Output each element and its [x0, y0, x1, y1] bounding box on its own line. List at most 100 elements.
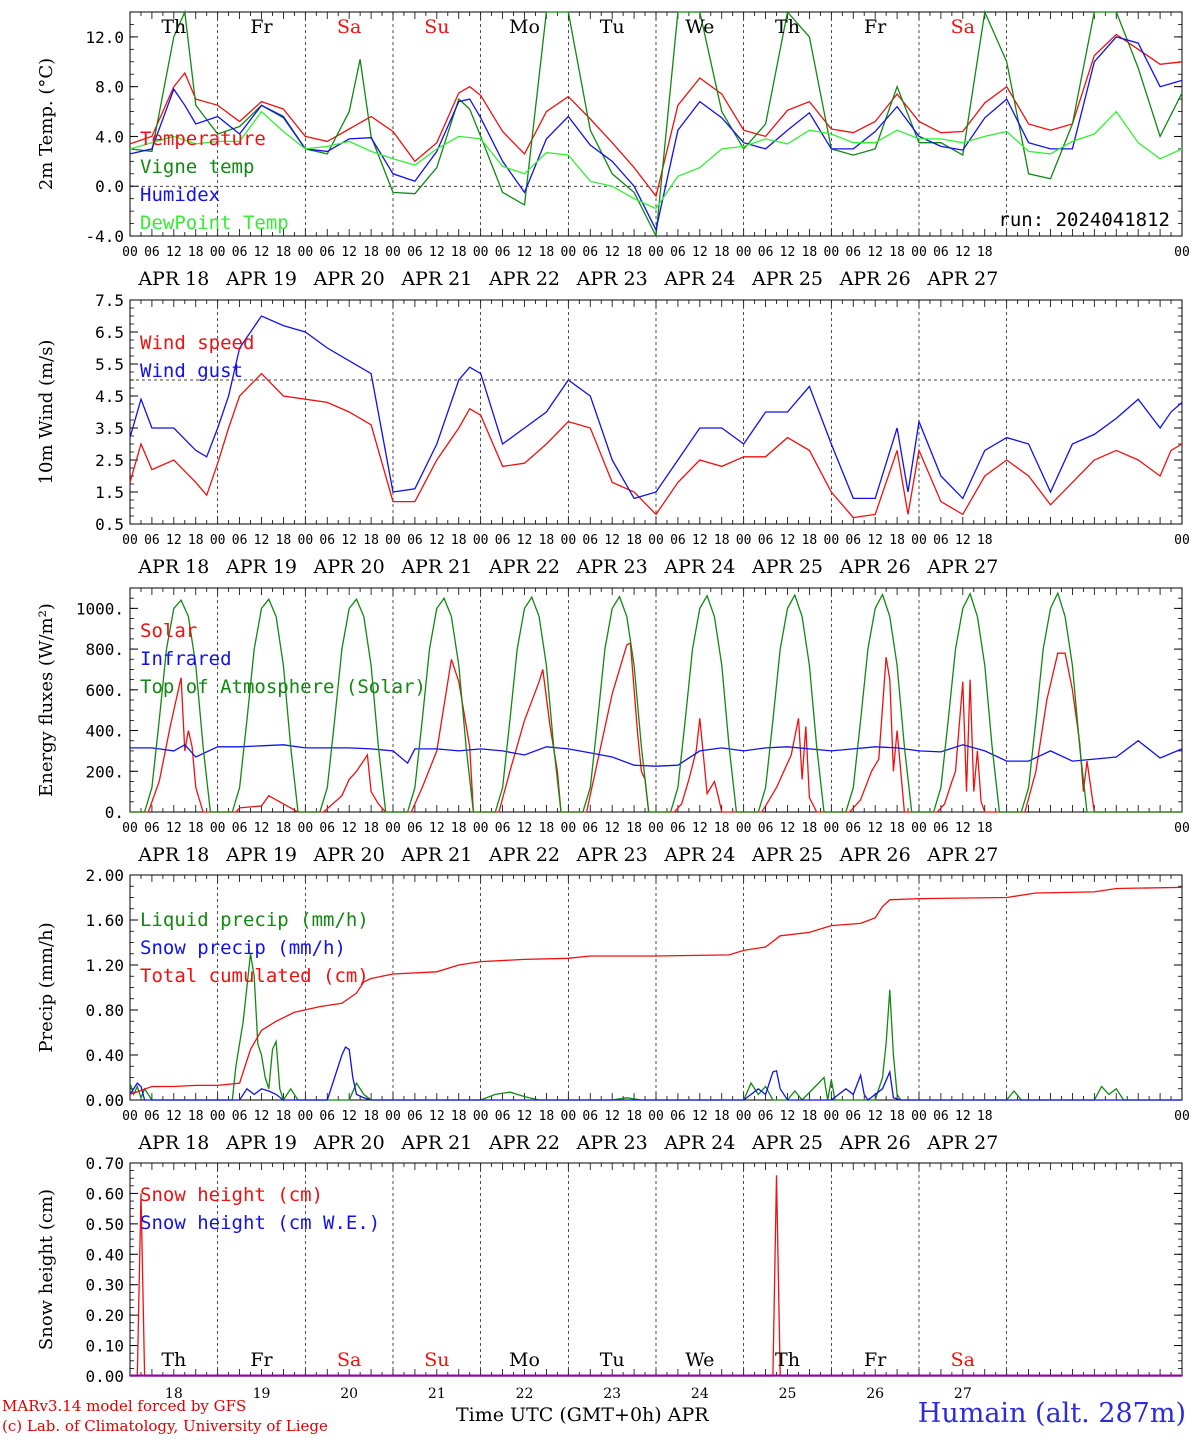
date-label: APR 21	[400, 844, 472, 866]
hour-label: 00	[473, 533, 489, 548]
plot-frame	[129, 299, 1183, 525]
hour-label: 18	[451, 533, 467, 548]
y-tick-label: 0.60	[85, 1184, 124, 1203]
date-label: APR 24	[663, 268, 735, 290]
weekday-label: Sa	[337, 1349, 361, 1371]
weekday-label: Th	[161, 1349, 186, 1371]
hour-label: 18	[363, 1109, 379, 1124]
hour-label: 06	[933, 1109, 949, 1124]
y-tick-label: 0.00	[85, 1367, 124, 1386]
hour-label: 12	[780, 1109, 796, 1124]
hour-label: 06	[758, 821, 774, 836]
hour-label: 06	[670, 533, 686, 548]
date-label: APR 22	[488, 268, 560, 290]
legend-entry: Snow precip (mm/h)	[140, 937, 346, 959]
legend-entry: DewPoint Temp	[140, 212, 289, 234]
hour-label: 12	[254, 1109, 270, 1124]
hour-label: 18	[363, 245, 379, 260]
y-tick-label: 6.5	[95, 323, 124, 342]
y-tick-label: 0.80	[85, 1001, 124, 1020]
date-label: APR 23	[576, 268, 648, 290]
hour-label: 00	[385, 1109, 401, 1124]
hour-label: 18	[276, 245, 292, 260]
date-label: APR 23	[576, 556, 648, 578]
legend-entry: Wind speed	[140, 332, 254, 354]
weekday-label: Fr	[250, 16, 273, 38]
y-tick-label: 0.30	[85, 1276, 124, 1295]
x-axis-title: Time UTC (GMT+0h) APR	[456, 1404, 709, 1426]
legend-entry: Snow height (cm)	[140, 1184, 323, 1206]
hour-label: 00	[122, 245, 138, 260]
hour-label: 12	[692, 821, 708, 836]
hour-label: 06	[582, 1109, 598, 1124]
y-axis-label: Snow height (cm)	[36, 1189, 57, 1350]
hour-label: 00	[122, 533, 138, 548]
y-tick-label: 0.40	[85, 1046, 124, 1065]
hour-label: 06	[670, 245, 686, 260]
y-tick-label: -4.0	[85, 227, 124, 246]
series-line-2-1	[129, 372, 1183, 519]
y-tick-label: 1000.	[76, 599, 124, 618]
hour-label: 00	[648, 1109, 664, 1124]
hour-label: 00	[648, 245, 664, 260]
hour-label: 00	[298, 1109, 314, 1124]
y-tick-label: 5.5	[95, 355, 124, 374]
date-label: APR 20	[313, 268, 385, 290]
y-tick-label: 0.20	[85, 1306, 124, 1325]
hour-label: 06	[582, 533, 598, 548]
hour-label: 06	[407, 245, 423, 260]
weekday-label: Fr	[864, 1349, 887, 1371]
weekday-label: Sa	[951, 1349, 975, 1371]
hour-label: 12	[254, 821, 270, 836]
series-line-1-4	[129, 110, 1183, 210]
model-credit: MARv3.14 model forced by GFS	[2, 1397, 247, 1415]
hour-label: 06	[232, 821, 248, 836]
hour-label: 18	[889, 533, 905, 548]
hour-label: 06	[845, 533, 861, 548]
date-label: APR 18	[137, 268, 209, 290]
y-tick-label: 0.10	[85, 1337, 124, 1356]
hour-label: 12	[604, 821, 620, 836]
hour-label: 12	[517, 245, 533, 260]
date-label: APR 18	[137, 1132, 209, 1154]
hour-label: 00	[824, 821, 840, 836]
hour-label: 06	[232, 533, 248, 548]
day-number: 24	[691, 1386, 709, 1402]
hour-label: 00	[736, 245, 752, 260]
date-label: APR 22	[488, 556, 560, 578]
hour-label: 12	[166, 245, 182, 260]
y-tick-label: 12.0	[85, 28, 124, 47]
x-axis-month: APR	[667, 1404, 709, 1426]
date-label: APR 22	[488, 1132, 560, 1154]
legend-entry: Humidex	[140, 184, 220, 206]
hour-label: 12	[867, 533, 883, 548]
hour-label: 06	[582, 821, 598, 836]
hour-label: 00	[561, 821, 577, 836]
date-label: APR 20	[313, 844, 385, 866]
hour-label: 06	[144, 821, 160, 836]
hour-label: 06	[232, 245, 248, 260]
y-tick-label: 0.	[105, 803, 124, 822]
hour-label: 18	[889, 1109, 905, 1124]
hour-label: 18	[714, 245, 730, 260]
hour-label: 18	[977, 245, 993, 260]
hour-label: 12	[254, 245, 270, 260]
hour-label: 12	[166, 821, 182, 836]
hour-label: 18	[188, 821, 204, 836]
hour-label: 00	[736, 533, 752, 548]
y-tick-label: 7.5	[95, 291, 124, 310]
hour-label: 00	[911, 245, 927, 260]
date-label: APR 26	[839, 844, 911, 866]
hour-label: 06	[582, 245, 598, 260]
y-tick-label: 600.	[85, 681, 124, 700]
hour-label: 06	[319, 533, 335, 548]
hour-label: 18	[802, 821, 818, 836]
date-label: APR 19	[225, 1132, 297, 1154]
hour-label: 12	[955, 821, 971, 836]
date-label: APR 19	[225, 844, 297, 866]
hour-label: 12	[517, 821, 533, 836]
hour-label: 12	[604, 1109, 620, 1124]
hour-label: 00	[1174, 1109, 1190, 1124]
weekday-label: We	[685, 1349, 714, 1371]
series-line-4-3	[129, 886, 1183, 1096]
